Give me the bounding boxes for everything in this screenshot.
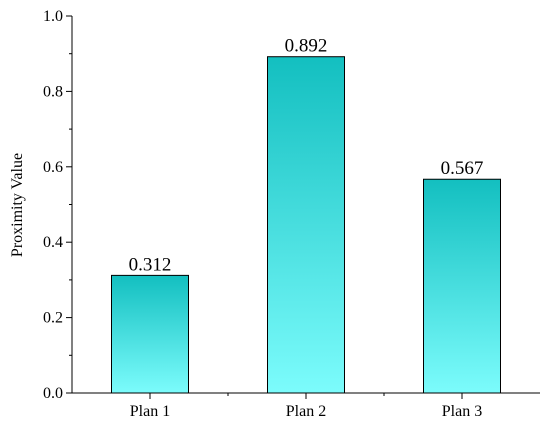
labels-layer: 0.312 Plan 1 0.892 Plan 2 0.567 Plan 3 0.0 0.2 0… <box>43 8 483 420</box>
bar-plan-1 <box>111 274 189 394</box>
bars-layer <box>111 56 501 394</box>
y-tick-label: 0.0 <box>43 385 63 402</box>
x-tick-label: Plan 1 <box>130 403 170 420</box>
data-label: 0.892 <box>285 36 328 57</box>
data-label: 0.312 <box>129 254 172 275</box>
y-tick-label: 0.4 <box>43 234 63 251</box>
bar-plan-2 <box>267 56 345 394</box>
data-label: 0.567 <box>441 158 484 179</box>
x-tick-label: Plan 3 <box>442 403 482 420</box>
y-axis-title: Proximity Value <box>9 153 26 257</box>
x-tick-label: Plan 2 <box>286 403 326 420</box>
y-tick-label: 0.2 <box>43 310 63 327</box>
bar-plan-3 <box>423 178 501 394</box>
axes-layer <box>66 15 540 399</box>
y-tick-label: 1.0 <box>43 8 63 25</box>
y-tick-label: 0.8 <box>43 83 63 100</box>
y-tick-label: 0.6 <box>43 159 63 176</box>
